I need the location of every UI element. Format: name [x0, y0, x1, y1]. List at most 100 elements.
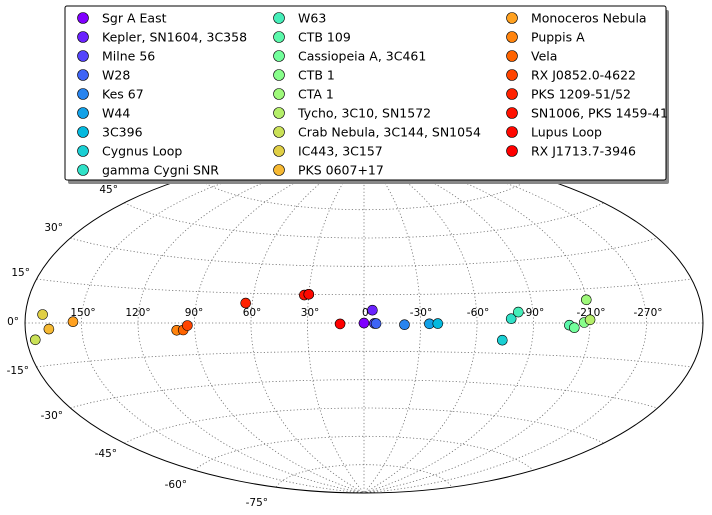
legend-box [64, 5, 667, 181]
data-point [303, 288, 315, 300]
legend-marker [506, 50, 518, 62]
meridian-line [365, 153, 478, 493]
legend-label: gamma Cygni SNR [102, 163, 219, 178]
legend-marker [77, 145, 89, 157]
longitude-tick-label: 60° [243, 307, 262, 319]
legend-label: Puppis A [531, 30, 585, 45]
legend-marker [77, 12, 89, 24]
latitude-tick-label: -75° [246, 497, 268, 509]
latitude-tick-label: -30° [41, 410, 63, 422]
data-point [370, 318, 382, 329]
longitude-tick-label: 30° [301, 307, 320, 319]
meridian-line [366, 153, 591, 493]
legend-marker [273, 88, 285, 100]
legend-items: Sgr A East Kepler, SN1604, 3C358 Milne 56 W… [77, 11, 668, 178]
legend-label: Cassiopeia A, 3C461 [298, 49, 426, 64]
legend-marker [273, 107, 285, 119]
meridian-line [194, 153, 363, 493]
legend-marker [273, 164, 285, 176]
legend-marker [506, 69, 518, 81]
legend-label: CTA 1 [298, 87, 334, 102]
data-point [43, 323, 55, 335]
data-point [512, 306, 524, 318]
data-point [182, 320, 193, 331]
legend-marker [77, 107, 89, 119]
legend-marker [77, 31, 89, 43]
parallel-line [70, 237, 658, 267]
legend-label: Milne 56 [102, 49, 155, 64]
legend-label: Cygnus Loop [102, 144, 182, 159]
legend-marker [506, 126, 518, 138]
legend-marker [77, 164, 89, 176]
longitude-tick-label: -270° [633, 307, 662, 319]
data-point [432, 318, 444, 329]
data-point [584, 314, 596, 326]
legend-marker [273, 126, 285, 138]
data-point [67, 316, 79, 328]
legend-label: W44 [102, 106, 130, 121]
legend-marker [506, 145, 518, 157]
longitude-tick-label: 150° [70, 307, 95, 319]
longitude-tick-label: -90° [522, 307, 544, 319]
legend-label: Sgr A East [102, 11, 167, 26]
legend-label: PKS 0607+17 [298, 163, 384, 178]
data-point [37, 309, 48, 320]
legend-marker [506, 31, 518, 43]
legend-label: PKS 1209-51/52 [531, 87, 631, 102]
legend-marker [506, 107, 518, 119]
legend-marker [77, 88, 89, 100]
data-points [29, 288, 596, 346]
latitude-tick-label: 0° [7, 316, 19, 328]
data-point [240, 297, 251, 309]
legend-marker [506, 12, 518, 24]
legend-label: W63 [298, 11, 326, 26]
meridian-line [137, 153, 362, 493]
legend-marker [506, 88, 518, 100]
legend-label: Lupus Loop [531, 125, 602, 140]
legend-marker [273, 31, 285, 43]
meridian-line [250, 153, 363, 493]
latitude-tick-label: -15° [7, 365, 29, 377]
legend-label: RX J1713.7-3946 [531, 144, 636, 159]
data-point [334, 318, 346, 330]
data-point [367, 304, 378, 316]
latitude-tick-label: 45° [99, 184, 118, 196]
legend-label: 3C396 [102, 125, 143, 140]
parallel-line [36, 350, 692, 368]
data-point [399, 319, 410, 331]
latitude-tick-label: -45° [95, 448, 117, 460]
legend-label: W28 [102, 68, 130, 83]
legend-label: Monoceros Nebula [531, 11, 647, 26]
parallel-line [194, 435, 534, 471]
latitude-tick-label: -60° [165, 479, 187, 491]
data-point [29, 334, 41, 346]
legend-label: CTB 109 [298, 30, 351, 45]
legend: Sgr A East Kepler, SN1604, 3C358 Milne 56 W… [64, 5, 669, 184]
legend-marker [273, 50, 285, 62]
parallel-line [36, 278, 692, 296]
legend-label: Vela [531, 49, 557, 64]
longitude-tick-labels: 150°120°90°60°30°0°-30°-60°-90°-210°-270… [70, 307, 662, 319]
longitude-tick-label: -60° [467, 307, 489, 319]
longitude-tick-label: 120° [125, 307, 150, 319]
meridian-line [364, 153, 421, 493]
data-point [358, 317, 370, 329]
latitude-tick-label: 15° [11, 267, 30, 279]
data-point [496, 334, 508, 346]
meridian-line [366, 153, 647, 493]
data-point [505, 313, 517, 325]
legend-label: RX J0852.0-4622 [531, 68, 636, 83]
legend-marker [77, 126, 89, 138]
data-point [568, 322, 580, 334]
legend-marker [77, 69, 89, 81]
legend-label: SN1006, PKS 1459-41 [531, 106, 668, 121]
legend-label: Kes 67 [102, 87, 144, 102]
longitude-tick-label: -210° [576, 307, 605, 319]
latitude-tick-label: 30° [44, 222, 63, 234]
legend-marker [273, 145, 285, 157]
meridian-line [81, 153, 362, 493]
legend-marker [77, 50, 89, 62]
legend-label: Kepler, SN1604, 3C358 [102, 30, 247, 45]
meridian-line [307, 153, 364, 493]
